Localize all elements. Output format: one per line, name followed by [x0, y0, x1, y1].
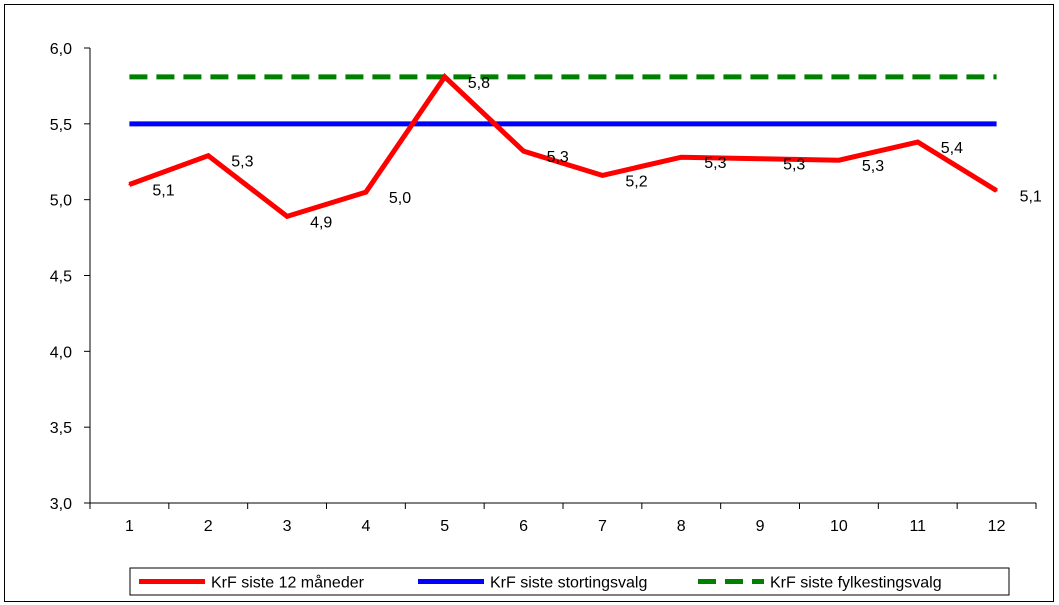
x-tick-label: 5	[440, 518, 449, 535]
data-label: 5,1	[152, 183, 174, 200]
legend-label: KrF siste 12 måneder	[211, 574, 365, 592]
data-label: 5,3	[231, 154, 253, 171]
data-point	[522, 150, 525, 153]
legend: KrF siste 12 måneder KrF siste stortingsv…	[129, 567, 1010, 596]
data-label: 5,8	[468, 75, 490, 92]
x-tick-label: 10	[830, 518, 848, 535]
y-tick-label: 5,5	[50, 117, 72, 134]
y-tick-label: 5,0	[50, 193, 72, 210]
legend-box	[129, 567, 1010, 596]
data-point	[207, 154, 210, 157]
data-point	[680, 156, 683, 159]
legend-label: KrF siste stortingsvalg	[490, 575, 647, 592]
data-labels: 5,1 5,3 4,9 5,0 5,8 5,3 5,2 5,3 5,3 5,3 5,4 5,1	[152, 75, 1042, 232]
x-tick-label: 8	[677, 518, 686, 535]
reference-lines	[129, 74, 997, 127]
x-tick-label: 11	[909, 518, 926, 535]
data-point	[364, 191, 367, 194]
data-label: 5,3	[862, 158, 884, 175]
data-point	[601, 174, 604, 177]
axes: 3,03,54,04,55,05,56,01 2 3 4 5 6 7 8 9 10 11 12	[50, 41, 1037, 535]
data-label: 5,1	[1020, 189, 1042, 206]
x-tick-label: 2	[204, 518, 213, 535]
data-label: 5,3	[547, 149, 569, 166]
data-point	[995, 189, 998, 192]
y-tick-label: 3,0	[50, 496, 72, 513]
y-tick-label: 3,5	[50, 420, 72, 437]
x-tick-label: 7	[598, 518, 607, 535]
x-tick-label: 4	[361, 518, 370, 535]
y-tick-label: 6,0	[50, 41, 72, 58]
data-label: 5,3	[704, 155, 726, 172]
data-point	[286, 215, 289, 218]
chart-frame	[4, 4, 1054, 602]
data-point	[443, 75, 446, 78]
data-label: 5,3	[783, 157, 805, 174]
main-series	[128, 72, 998, 220]
y-tick-label: 4,0	[50, 344, 72, 361]
data-label: 5,2	[625, 173, 647, 190]
data-label: 5,0	[389, 190, 411, 207]
series-line-12-maneder	[128, 72, 998, 220]
data-label: 5,4	[941, 140, 963, 157]
legend-label: KrF siste fylkestingsvalg	[770, 575, 942, 592]
y-tick-label: 4,5	[50, 269, 72, 286]
x-tick-label: 9	[756, 518, 765, 535]
data-label: 4,9	[310, 214, 332, 231]
data-point	[916, 141, 919, 144]
x-tick-label: 1	[125, 518, 134, 535]
x-tick-label: 3	[283, 518, 292, 535]
x-tick-label: 6	[519, 518, 528, 535]
data-point	[837, 159, 840, 162]
x-tick-label: 12	[988, 518, 1006, 535]
data-point	[128, 183, 131, 186]
data-point	[759, 157, 762, 160]
